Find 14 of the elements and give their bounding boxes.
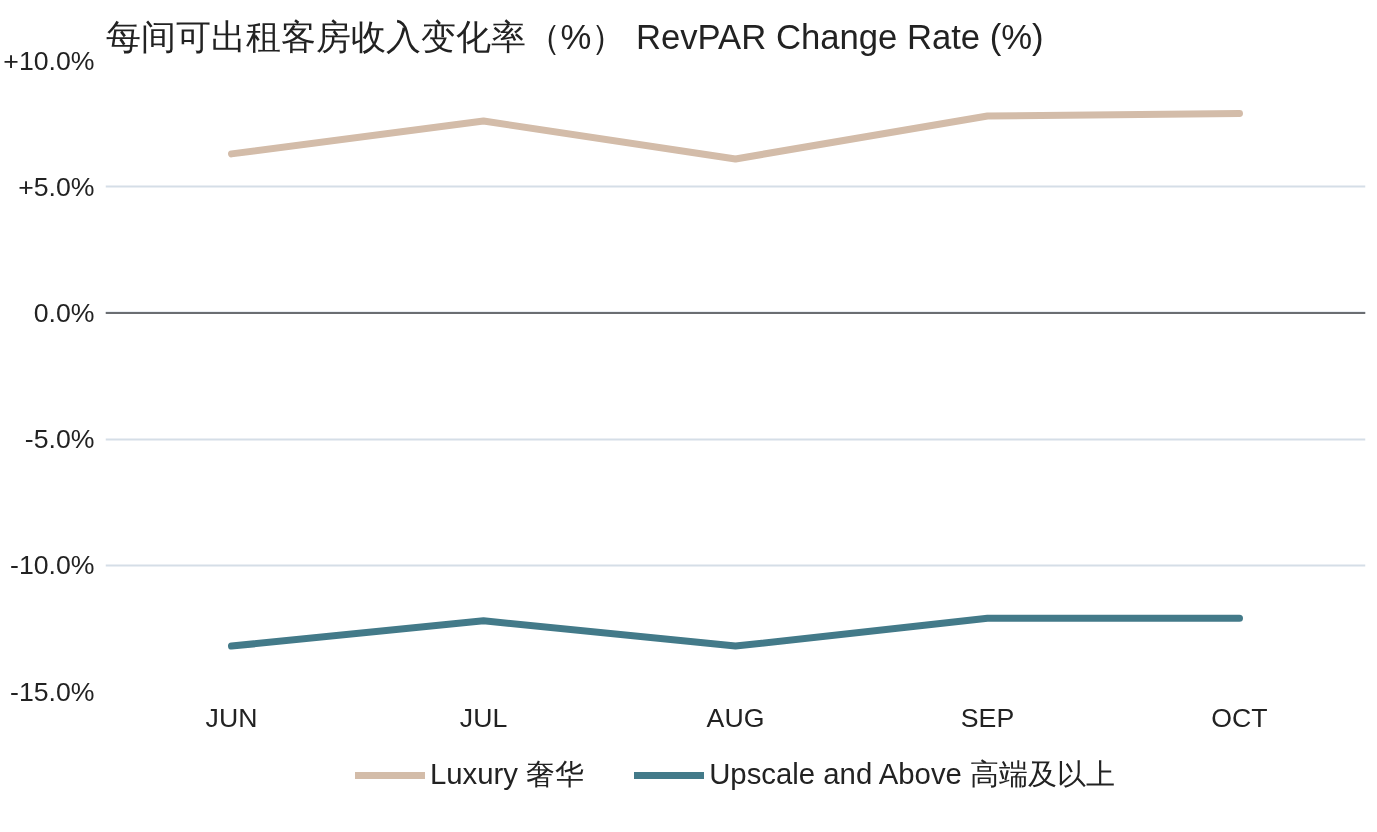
chart-title: 每间可出租客房收入变化率（%） RevPAR Change Rate (%) (105, 17, 1044, 56)
x-tick-label: AUG (706, 702, 765, 733)
x-tick-label: JUL (459, 702, 508, 733)
x-tick-label: JUN (205, 702, 258, 733)
y-tick-label: -10.0% (10, 550, 95, 581)
y-tick-label: +10.0% (3, 45, 95, 76)
y-tick-label: -15.0% (10, 676, 95, 707)
legend-label: Upscale and Above 高端及以上 (709, 756, 1116, 792)
legend-label: Luxury 奢华 (429, 756, 585, 792)
x-tick-label: SEP (960, 702, 1015, 733)
y-tick-label: +5.0% (18, 171, 95, 202)
y-tick-label: 0.0% (33, 297, 95, 328)
y-tick-label: -5.0% (24, 424, 95, 455)
x-tick-label: OCT (1211, 702, 1268, 733)
